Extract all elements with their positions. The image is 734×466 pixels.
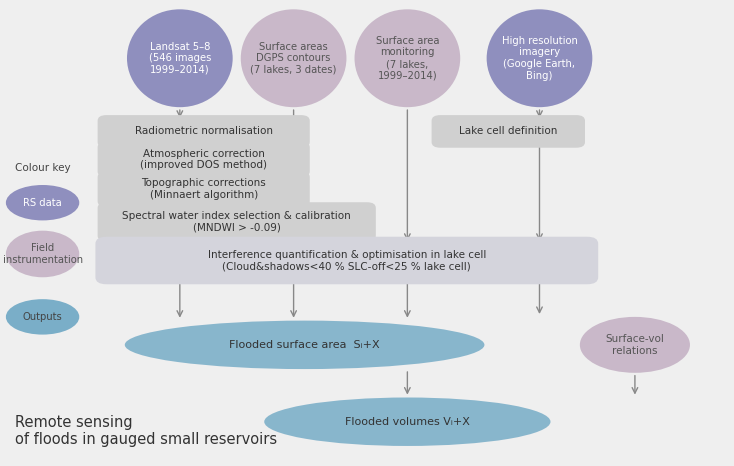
Ellipse shape — [6, 185, 79, 220]
Text: Surface areas
DGPS contours
(7 lakes, 3 dates): Surface areas DGPS contours (7 lakes, 3 … — [250, 41, 337, 75]
FancyBboxPatch shape — [432, 115, 585, 148]
Text: RS data: RS data — [23, 198, 62, 208]
Ellipse shape — [264, 397, 550, 446]
Text: High resolution
imagery
(Google Earth,
Bing): High resolution imagery (Google Earth, B… — [501, 36, 578, 81]
Text: Flooded surface area  Sᵢ+X: Flooded surface area Sᵢ+X — [229, 340, 380, 350]
Text: Topographic corrections
(Minnaert algorithm): Topographic corrections (Minnaert algori… — [142, 178, 266, 200]
Text: Landsat 5–8
(546 images
1999–2014): Landsat 5–8 (546 images 1999–2014) — [149, 41, 211, 75]
FancyBboxPatch shape — [95, 237, 598, 284]
Text: Colour key: Colour key — [15, 163, 70, 173]
Text: Lake cell definition: Lake cell definition — [459, 126, 558, 137]
Text: Flooded volumes Vᵢ+X: Flooded volumes Vᵢ+X — [345, 417, 470, 427]
Text: Interference quantification & optimisation in lake cell
(Cloud&shadows<40 % SLC-: Interference quantification & optimisati… — [208, 250, 486, 271]
FancyBboxPatch shape — [98, 171, 310, 207]
Text: Field
instrumentation: Field instrumentation — [2, 243, 83, 265]
Text: Spectral water index selection & calibration
(MNDWI > -0.09): Spectral water index selection & calibra… — [123, 211, 351, 233]
Ellipse shape — [6, 299, 79, 335]
Ellipse shape — [580, 317, 690, 373]
Text: Remote sensing
of floods in gauged small reservoirs: Remote sensing of floods in gauged small… — [15, 415, 277, 447]
Text: Outputs: Outputs — [23, 312, 62, 322]
Ellipse shape — [6, 231, 79, 277]
Text: Atmospheric correction
(improved DOS method): Atmospheric correction (improved DOS met… — [140, 149, 267, 170]
Ellipse shape — [355, 9, 460, 107]
Ellipse shape — [125, 321, 484, 369]
Ellipse shape — [487, 9, 592, 107]
FancyBboxPatch shape — [98, 142, 310, 177]
Text: Surface area
monitoring
(7 lakes,
1999–2014): Surface area monitoring (7 lakes, 1999–2… — [376, 36, 439, 81]
Ellipse shape — [241, 9, 346, 107]
Ellipse shape — [127, 9, 233, 107]
Text: Surface-vol
relations: Surface-vol relations — [606, 334, 664, 356]
FancyBboxPatch shape — [98, 202, 376, 241]
FancyBboxPatch shape — [98, 115, 310, 148]
Text: Radiometric normalisation: Radiometric normalisation — [134, 126, 273, 137]
